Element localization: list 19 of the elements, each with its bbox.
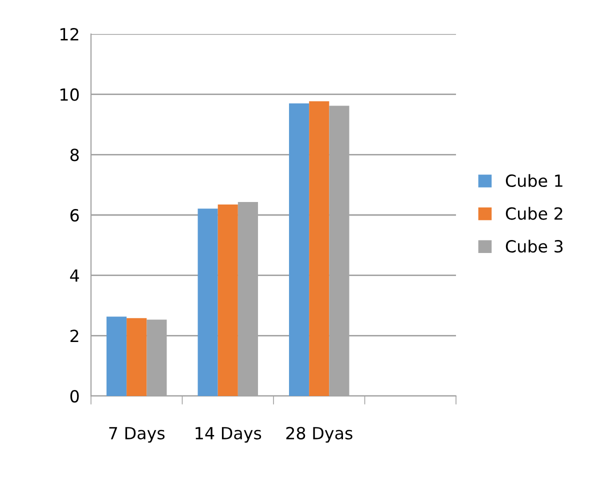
y-tick-label: 2 <box>70 330 78 342</box>
y-tick-label: 0 <box>70 390 79 403</box>
legend-label: Cube 2 <box>506 206 562 220</box>
legend-label: Cube 3 <box>506 240 563 253</box>
bar <box>218 204 238 396</box>
y-tick-label: 6 <box>70 208 79 222</box>
legend-label: Cube 1 <box>506 174 562 188</box>
bar <box>309 101 330 396</box>
y-tick-label: 4 <box>70 270 79 282</box>
y-tick-label: 10 <box>60 88 79 101</box>
x-tick-label: 7 Days <box>109 427 165 443</box>
bar <box>106 316 127 396</box>
y-tick-label: 8 <box>70 148 79 162</box>
bar <box>198 208 218 396</box>
bar <box>289 103 310 396</box>
y-tick-label: 12 <box>60 28 78 40</box>
bar <box>126 318 147 396</box>
x-tick-label: 14 Days <box>196 427 262 443</box>
x-tick-label: 28 Dyas <box>286 426 352 443</box>
